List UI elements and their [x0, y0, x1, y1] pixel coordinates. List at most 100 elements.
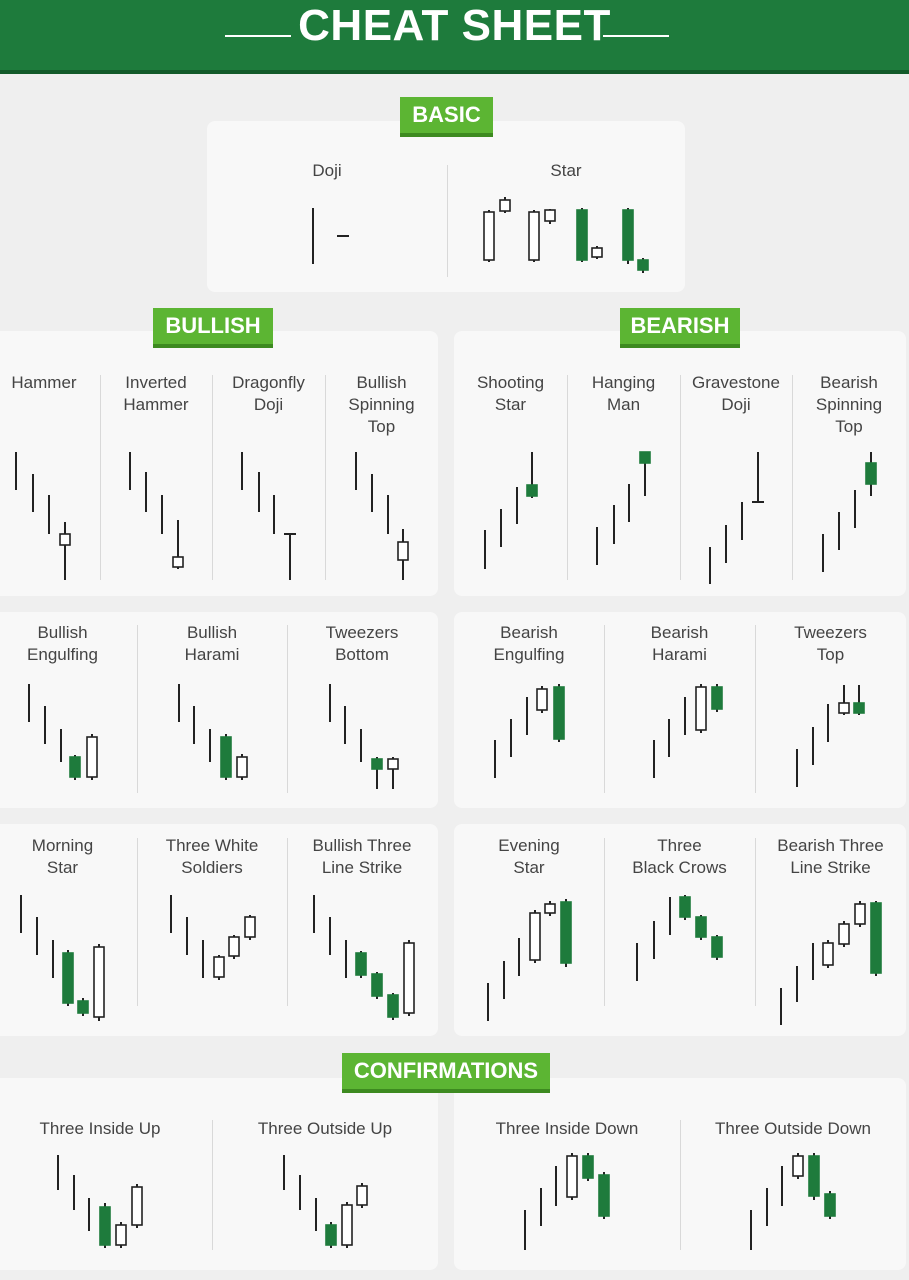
pattern-hammer: Hammer: [0, 372, 100, 587]
pattern-bearish-spinning-top: Bearish Spinning Top: [792, 372, 906, 587]
candle: [483, 210, 495, 262]
candle: [792, 1153, 804, 1179]
pattern-label: Doji: [312, 161, 342, 180]
divider: [792, 375, 793, 580]
pattern-morning-star: Morning Star: [0, 835, 137, 1025]
candle: [622, 208, 634, 264]
candlestick-chart: [636, 895, 723, 981]
candle: [822, 940, 834, 968]
candle: [838, 685, 850, 715]
divider: [137, 625, 138, 793]
pattern-gravestone-doji: Gravestone Doji: [680, 372, 792, 587]
candle: [808, 1153, 820, 1200]
candle: [679, 895, 691, 920]
pattern-label: Shooting Star: [476, 373, 545, 414]
pattern-hanging-man: Hanging Man: [567, 372, 680, 587]
candle: [387, 757, 399, 789]
candlestick-chart: [20, 895, 105, 1021]
candle: [553, 684, 565, 742]
pattern-label: Evening Star: [498, 836, 560, 877]
title-left-rule: [225, 35, 291, 37]
candle: [838, 921, 850, 947]
pattern-label: Dragonfly Doji: [232, 373, 305, 414]
candle: [528, 210, 540, 262]
pattern-label: Three Outside Up: [257, 1119, 393, 1138]
pattern-evening-star: Evening Star: [454, 835, 604, 1025]
candlestick-chart: [780, 901, 882, 1025]
candle: [397, 529, 409, 580]
candle: [371, 757, 383, 789]
pattern-shooting-star: Shooting Star: [454, 372, 567, 587]
candle: [284, 533, 296, 580]
bullish-panel-row1: [0, 331, 438, 596]
candle: [172, 520, 184, 569]
candle: [220, 734, 232, 780]
section-badge-bullish: BULLISH: [153, 308, 273, 348]
divider: [325, 375, 326, 580]
pattern-three-inside-down: Three Inside Down: [454, 1118, 680, 1258]
bearish-panel-row2: [454, 612, 906, 808]
pattern-three-inside-up: Three Inside Up: [0, 1118, 212, 1258]
confirm-panel-bullish: [0, 1078, 438, 1270]
pattern-label: Inverted Hammer: [123, 373, 189, 414]
candle: [695, 684, 707, 733]
header-bar: CHEAT SHEET: [0, 0, 909, 74]
candle: [566, 1153, 578, 1200]
candle: [341, 1202, 353, 1248]
candle: [93, 944, 105, 1021]
candle: [711, 684, 723, 712]
candle: [639, 451, 651, 496]
pattern-three-outside-up: Three Outside Up: [212, 1118, 438, 1258]
pattern-three-black-crows: Three Black Crows: [604, 835, 755, 1025]
pattern-label: Bearish Engulfing: [493, 623, 565, 664]
candlestick-chart: [487, 899, 572, 1021]
pattern-label: Star: [550, 161, 582, 180]
candle: [69, 755, 81, 780]
pattern-bullish-spinning-top: Bullish Spinning Top: [325, 372, 438, 587]
candle: [244, 915, 256, 940]
candle: [499, 197, 511, 213]
divider: [212, 375, 213, 580]
pattern-label: Three Inside Down: [495, 1119, 639, 1138]
candle: [854, 901, 866, 927]
pattern-label: Bullish Harami: [184, 623, 240, 664]
candle: [86, 734, 98, 780]
candle: [403, 940, 415, 1016]
candlestick-chart: [329, 684, 399, 789]
candle: [598, 1172, 610, 1219]
candle: [582, 1153, 594, 1181]
candlestick-chart: [312, 208, 349, 264]
candle: [77, 998, 89, 1016]
candle: [355, 951, 367, 978]
pattern-label: Bullish Engulfing: [27, 623, 98, 664]
divider: [287, 625, 288, 793]
pattern-bullish-three-line-strike: Bullish Three Line Strike: [287, 835, 437, 1025]
section-badge-basic: BASIC: [400, 97, 493, 137]
pattern-star: Star: [448, 160, 684, 290]
pattern-bearish-engulfing: Bearish Engulfing: [454, 622, 604, 797]
candle: [544, 901, 556, 916]
section-badge-confirmations: CONFIRMATIONS: [342, 1053, 550, 1093]
candle: [824, 1191, 836, 1219]
section-badge-bearish: BEARISH: [620, 308, 740, 348]
pattern-label: Morning Star: [31, 836, 94, 877]
candlestick-chart: [313, 895, 415, 1020]
candlestick-chart: [796, 685, 865, 787]
candlestick-chart: [355, 452, 409, 580]
pattern-label: Three Inside Up: [39, 1119, 161, 1138]
divider: [680, 375, 681, 580]
basic-panel: [207, 121, 685, 292]
divider: [567, 375, 568, 580]
candlestick-chart: [822, 452, 877, 572]
candle: [526, 452, 538, 498]
candle: [870, 901, 882, 976]
candle: [59, 522, 71, 580]
candle: [591, 246, 603, 259]
pattern-label: Hammer: [11, 373, 77, 392]
candle: [213, 955, 225, 980]
divider: [100, 375, 101, 580]
candlestick-chart: [494, 684, 565, 778]
candle: [371, 972, 383, 999]
candle: [99, 1203, 111, 1248]
pattern-label: Three White Soldiers: [165, 836, 259, 877]
